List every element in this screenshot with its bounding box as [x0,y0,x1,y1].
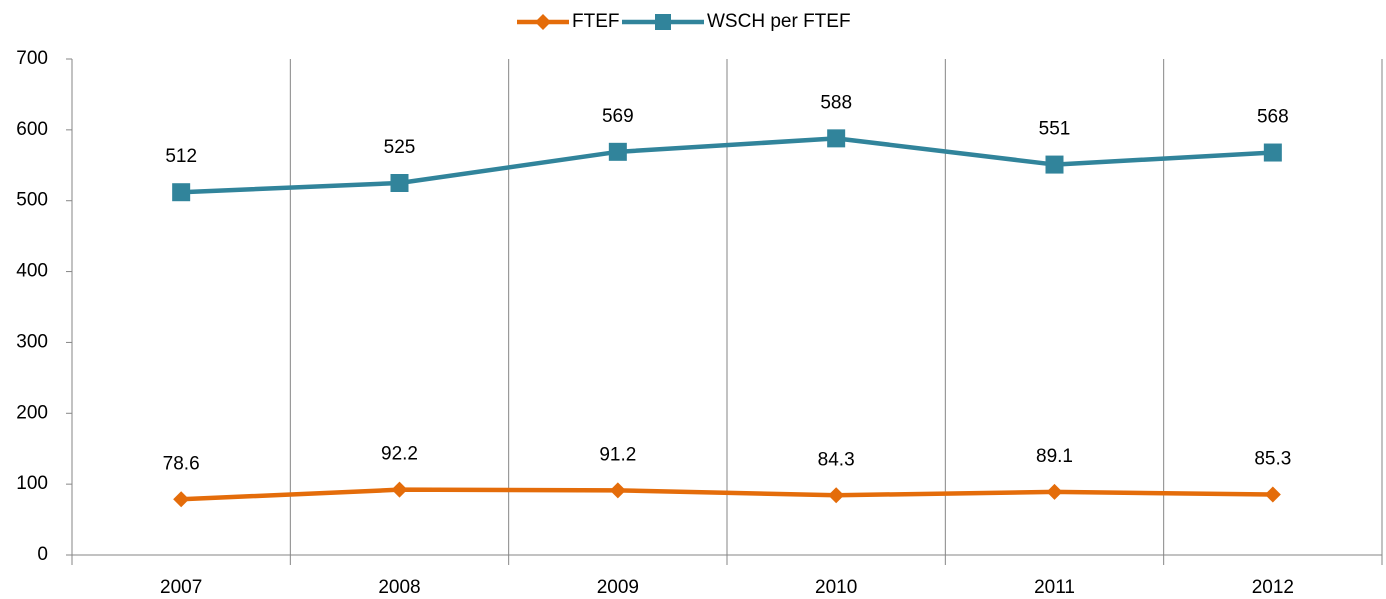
data-label: 569 [602,106,634,127]
data-point [1045,155,1064,174]
data-point [172,183,191,202]
legend-marker [535,14,551,30]
series-line [181,487,1273,502]
x-tick-label: 2011 [1034,577,1075,598]
data-point [390,174,409,192]
data-label: 512 [165,146,197,167]
data-point [1264,486,1281,503]
y-tick-label: 500 [16,190,48,211]
x-tick-label: 2008 [378,577,420,598]
series-line [181,136,1273,195]
y-tick-label: 300 [16,331,48,352]
y-tick-label: 200 [16,402,48,423]
data-label: 78.6 [163,453,200,474]
data-point [1046,483,1063,500]
legend-marker [655,14,671,30]
data-point [1263,143,1282,162]
data-point [608,142,627,161]
data-point [609,482,626,499]
data-label: 84.3 [818,449,855,470]
y-tick-label: 0 [37,544,48,565]
y-tick-label: 600 [16,119,48,140]
data-label: 92.2 [381,444,418,465]
data-label: 568 [1257,107,1289,128]
data-label: 525 [384,137,416,158]
legend-label: FTEF [572,11,620,32]
x-tick-label: 2010 [815,577,857,598]
legend-label: WSCH per FTEF [707,11,851,32]
data-label: 89.1 [1036,446,1073,467]
data-label: 551 [1039,119,1071,140]
data-label: 588 [820,92,852,113]
data-label: 85.3 [1254,449,1291,470]
data-point [827,129,846,148]
data-point [391,481,408,498]
y-tick-label: 100 [16,473,48,494]
data-point [828,487,845,504]
data-point [173,491,190,508]
x-tick-label: 2012 [1252,577,1294,598]
y-tick-label: 400 [16,261,48,282]
x-tick-label: 2007 [160,577,202,598]
data-label: 91.2 [599,444,636,465]
x-tick-label: 2009 [597,577,639,598]
y-tick-label: 700 [16,48,48,69]
